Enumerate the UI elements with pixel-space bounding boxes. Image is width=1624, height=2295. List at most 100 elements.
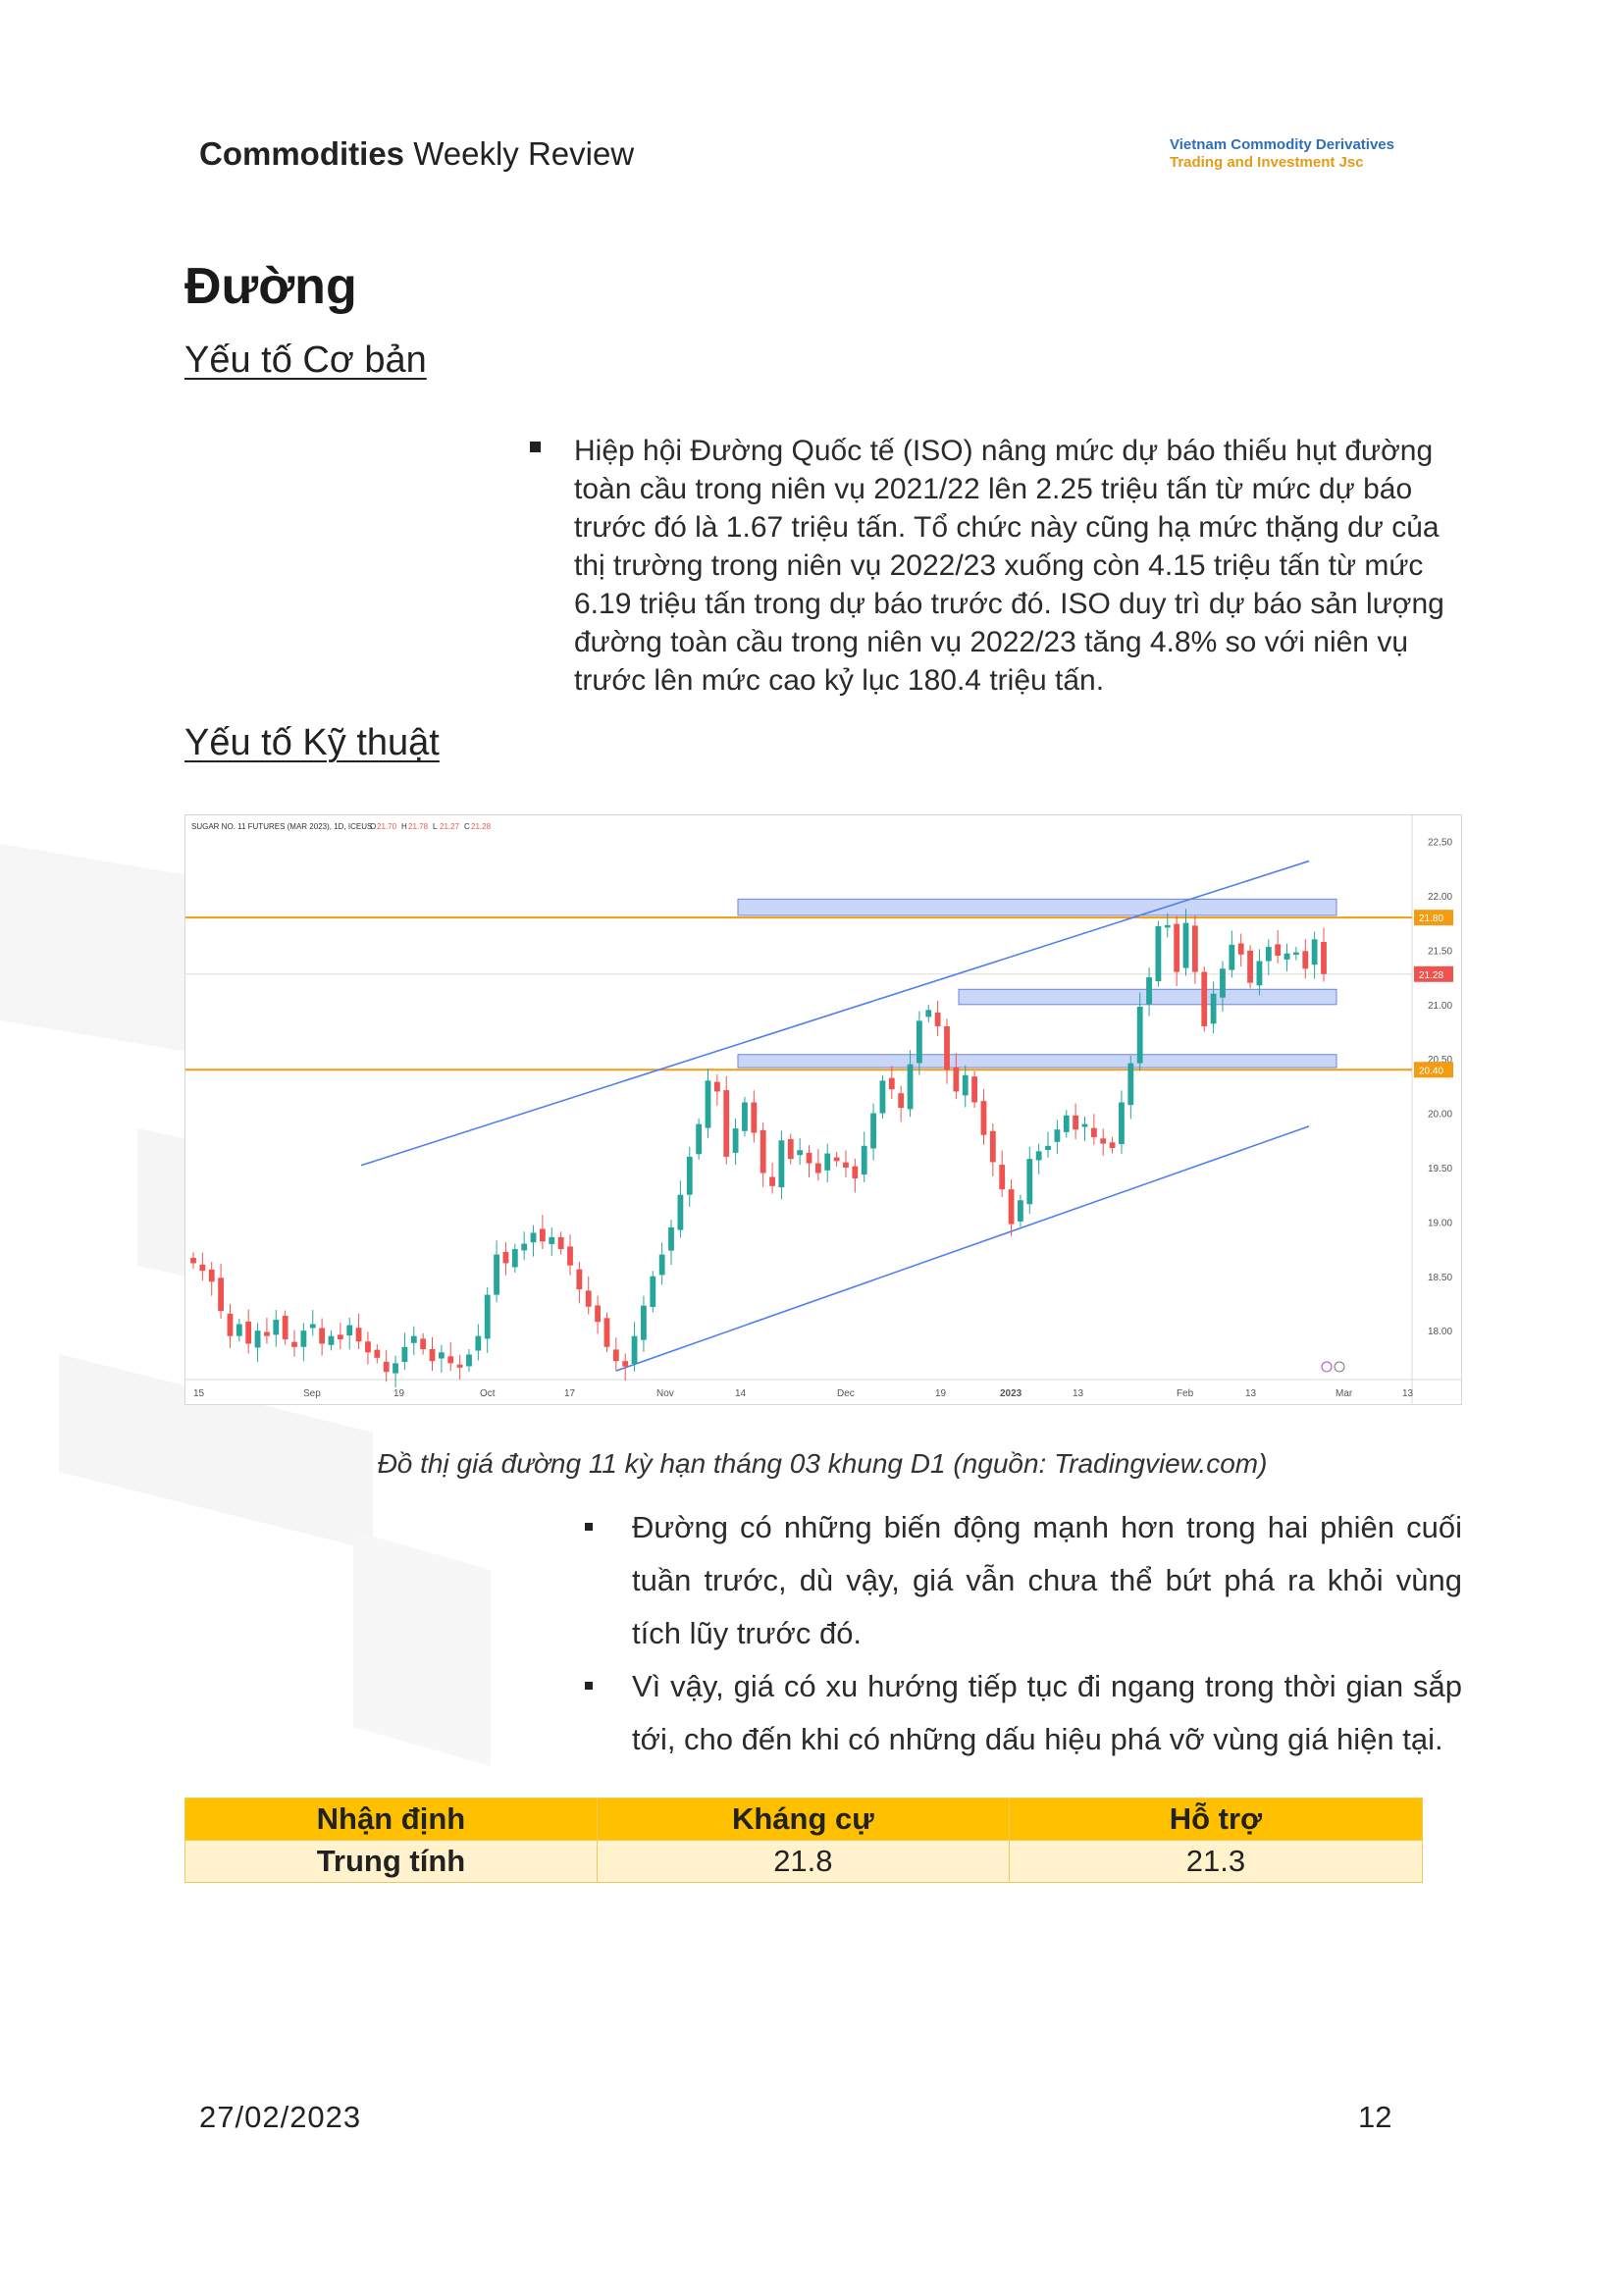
candle-body <box>511 1249 518 1268</box>
candle-body <box>898 1093 905 1109</box>
candle-body <box>1109 1142 1116 1149</box>
fundamentals-paragraph: Hiệp hội Đường Quốc tế (ISO) nâng mức dự… <box>574 435 1444 697</box>
price-tick-label: 18.50 <box>1428 1273 1452 1283</box>
candle-body <box>1275 944 1282 956</box>
candle-body <box>769 1176 775 1186</box>
time-tick-label: Mar <box>1336 1388 1353 1399</box>
ohlc-value: 21.70 <box>377 822 397 831</box>
candle-body <box>585 1290 592 1307</box>
ohlc-key: O <box>370 822 376 831</box>
candle-body <box>603 1318 610 1347</box>
candle-body <box>466 1354 472 1367</box>
candle-body <box>1146 977 1152 1005</box>
candle-body <box>1237 943 1244 955</box>
candle-body <box>1247 950 1253 983</box>
time-tick-label: 17 <box>564 1388 576 1399</box>
price-tag-label: 21.80 <box>1419 913 1443 924</box>
candle-body <box>530 1232 537 1243</box>
table-header-row: Nhận định Kháng cự Hỗ trợ <box>184 1798 1424 1841</box>
candle-body <box>1321 941 1327 974</box>
candle-body <box>980 1101 987 1135</box>
bullet-icon <box>585 1523 593 1531</box>
time-tick-label: 13 <box>1245 1388 1257 1399</box>
ohlc-value: 21.28 <box>471 822 492 831</box>
candle-body <box>814 1163 821 1174</box>
candle-body <box>393 1363 398 1374</box>
candle-body <box>1073 1115 1079 1130</box>
candle-body <box>208 1269 215 1282</box>
candle-body <box>264 1331 270 1336</box>
candle-body <box>521 1243 528 1251</box>
candle-body <box>1164 924 1171 928</box>
candle-body <box>337 1334 343 1340</box>
cell-outlook: Trung tính <box>184 1840 598 1883</box>
candle-body <box>843 1162 849 1168</box>
price-tick-label: 21.50 <box>1428 946 1452 957</box>
analysis-item: Vì vậy, giá có xu hướng tiếp tục đi ngan… <box>579 1660 1462 1766</box>
price-tag <box>1414 1062 1453 1078</box>
bullet-icon <box>530 442 541 452</box>
candle-body <box>456 1364 463 1368</box>
candle-body <box>668 1226 674 1251</box>
candle-body <box>989 1130 996 1163</box>
brand-logo: Vietnam Commodity Derivatives Trading an… <box>1170 136 1394 172</box>
candle-body <box>870 1113 876 1149</box>
candle-body <box>612 1349 619 1362</box>
candle-body <box>925 1010 932 1017</box>
candle-body <box>1035 1151 1042 1161</box>
candle-body <box>1136 1007 1143 1064</box>
candle-body <box>309 1324 316 1329</box>
time-tick-label: Dec <box>837 1388 855 1399</box>
ohlc-value: 21.78 <box>408 822 429 831</box>
candle-body <box>557 1236 564 1250</box>
candle-body <box>1127 1063 1134 1106</box>
price-tick-label: 20.00 <box>1428 1110 1452 1121</box>
candle-body <box>934 1012 941 1026</box>
candle-body <box>1210 993 1217 1024</box>
table-row: Trung tính 21.8 21.3 <box>184 1840 1424 1883</box>
time-tick-label: 15 <box>193 1388 205 1399</box>
brand-line-1: Vietnam Commodity Derivatives <box>1170 136 1394 153</box>
analysis-list: Đường có những biến động mạnh hơn trong … <box>579 1501 1462 1766</box>
candle-body <box>962 1074 969 1096</box>
candle-body <box>852 1166 859 1179</box>
event-icon <box>1334 1361 1345 1373</box>
time-tick-label: Feb <box>1177 1388 1194 1399</box>
time-tick-label: 19 <box>393 1388 405 1399</box>
candle-body <box>328 1335 335 1345</box>
candle-body <box>438 1352 445 1359</box>
candle-body <box>907 1064 914 1110</box>
candle-body <box>401 1346 408 1363</box>
candle-body <box>346 1325 353 1336</box>
candle-body <box>1063 1115 1070 1132</box>
candle-body <box>494 1254 499 1295</box>
candle-body <box>622 1361 629 1367</box>
candle-body <box>484 1294 491 1339</box>
candle-body <box>953 1067 960 1092</box>
candle-body <box>355 1328 362 1342</box>
candle-body <box>539 1228 546 1242</box>
time-tick-label: 19 <box>935 1388 947 1399</box>
candle-body <box>1311 939 1318 965</box>
analysis-text: Đường có những biến động mạnh hơn trong … <box>632 1510 1462 1650</box>
page-number: 12 <box>1358 2100 1392 2134</box>
candle-body <box>944 1025 950 1070</box>
price-tick-label: 19.00 <box>1428 1218 1452 1228</box>
header-cell-resistance: Kháng cự <box>596 1798 1010 1841</box>
candle-body <box>1155 926 1162 982</box>
candle-body <box>686 1156 693 1195</box>
candle-body <box>1191 925 1198 972</box>
price-tick-label: 22.50 <box>1428 838 1452 849</box>
chart-title: SUGAR NO. 11 FUTURES (MAR 2023), 1D, ICE… <box>191 822 372 831</box>
candle-body <box>447 1356 454 1364</box>
time-tick-label: Oct <box>480 1388 496 1399</box>
candle-body <box>778 1140 785 1188</box>
consolidation-zone <box>737 898 1337 916</box>
candle-body <box>742 1102 748 1131</box>
price-tag-label: 20.40 <box>1419 1066 1443 1076</box>
candle-body <box>879 1080 886 1114</box>
candle-body <box>218 1278 225 1312</box>
candle-body <box>1008 1189 1015 1225</box>
candle-body <box>888 1077 895 1090</box>
ohlc-key: H <box>401 822 407 831</box>
